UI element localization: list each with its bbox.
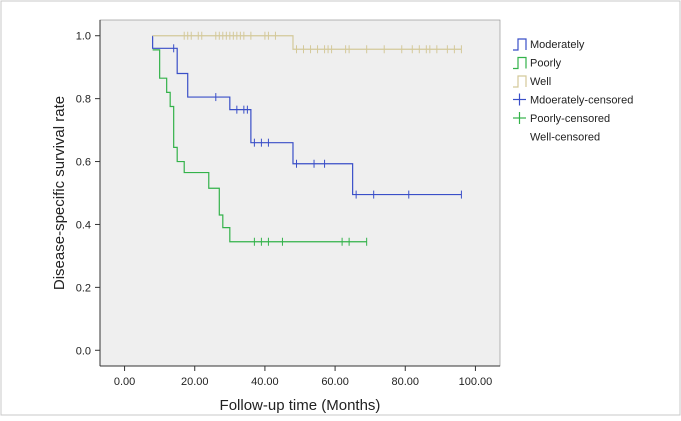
x-tick-label: 100.00 <box>459 376 493 388</box>
y-tick-label: 0.0 <box>76 345 91 357</box>
legend-label: Poorly-censored <box>530 113 610 125</box>
x-axis-label: Follow-up time (Months) <box>220 397 381 414</box>
y-tick-label: 1.0 <box>76 31 91 43</box>
y-axis-ticks: 0.0 0.2 0.4 0.6 0.8 1.0 <box>76 31 100 357</box>
x-axis-ticks: 0.00 20.00 40.00 60.00 80.00 100.00 <box>114 366 492 388</box>
y-axis-label: Disease-specific survival rate <box>51 96 68 290</box>
x-tick-label: 40.00 <box>251 376 279 388</box>
legend-label: Well-censored <box>530 132 600 144</box>
y-tick-label: 0.6 <box>76 157 91 169</box>
legend-label: Poorly <box>530 58 562 70</box>
legend-swatch-poorly <box>513 56 527 70</box>
curve-poorly <box>152 49 367 243</box>
x-tick-label: 60.00 <box>321 376 349 388</box>
legend-swatch-censored-moderately <box>513 93 526 106</box>
y-tick-label: 0.4 <box>76 219 91 231</box>
y-tick-label: 0.8 <box>76 94 91 106</box>
x-tick-label: 20.00 <box>181 376 209 388</box>
y-tick-label: 0.2 <box>76 282 91 294</box>
x-tick-label: 80.00 <box>391 376 419 388</box>
x-tick-label: 0.00 <box>114 376 135 388</box>
legend-swatch-well <box>513 75 527 88</box>
legend-label: Moderately <box>530 39 585 51</box>
legend-swatch-moderately <box>513 38 527 51</box>
legend: Moderately Poorly Well Mdoerately-censored P… <box>513 38 633 144</box>
legend-label: Mdoerately-censored <box>530 95 633 107</box>
censor-marks <box>173 31 462 246</box>
legend-swatch-censored-poorly <box>513 112 526 124</box>
curve-moderately <box>152 35 462 196</box>
legend-label: Well <box>530 76 551 88</box>
